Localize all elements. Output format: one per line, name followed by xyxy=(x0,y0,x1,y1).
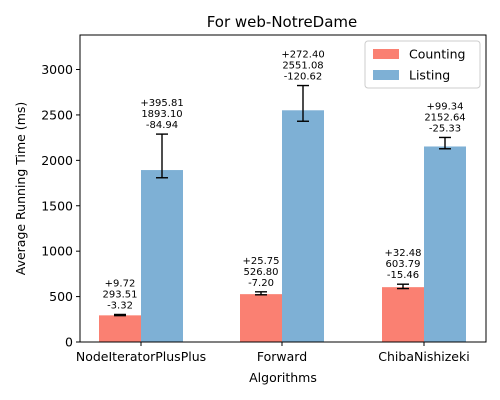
bar-annotation-listing-2-1: 2152.64 xyxy=(424,112,465,123)
bar-annotation-listing-0-0: +395.81 xyxy=(140,98,183,109)
legend-label-listing: Listing xyxy=(409,68,450,83)
x-tick-label-2: ChibaNishizeki xyxy=(378,349,469,364)
error-bars-layer xyxy=(114,84,451,317)
bar-annotation-counting-1-0: +25.75 xyxy=(242,256,279,267)
legend-label-counting: Counting xyxy=(409,47,465,62)
bar-annotation-counting-2-1: 603.79 xyxy=(386,259,421,270)
y-tick-label-5: 2500 xyxy=(41,107,73,122)
y-axis: 0 500 1000 1500 2000 2500 3000 xyxy=(41,62,80,350)
bar-annotation-listing-0-2: -84.94 xyxy=(146,120,178,131)
bar-annotation-listing-1-0: +272.40 xyxy=(281,50,324,61)
legend-swatch-listing xyxy=(373,70,399,80)
bar-annotation-listing-1-1: 2551.08 xyxy=(282,61,323,72)
bar-counting-0 xyxy=(99,315,141,342)
bar-annotation-counting-0-0: +9.72 xyxy=(105,278,136,289)
y-tick-label-3: 1500 xyxy=(41,198,73,213)
bar-annotation-counting-1-2: -7.20 xyxy=(248,278,274,289)
bar-annotation-listing-0-1: 1893.10 xyxy=(141,109,182,120)
bar-counting-2 xyxy=(382,287,424,342)
y-tick-label-2: 1000 xyxy=(41,244,73,259)
bar-listing-1 xyxy=(282,110,324,342)
bar-listing-2 xyxy=(424,146,466,342)
bar-annotation-counting-1-1: 526.80 xyxy=(244,267,279,278)
chart-title: For web-NotreDame xyxy=(207,13,358,31)
bar-annotation-counting-2-2: -15.46 xyxy=(387,270,419,281)
legend: Counting Listing xyxy=(364,40,481,89)
x-tick-label-1: Forward xyxy=(257,349,307,364)
x-axis: NodeIteratorPlusPlus Forward ChibaNishizek… xyxy=(76,342,470,364)
y-tick-label-0: 0 xyxy=(65,335,73,350)
y-axis-label: Average Running Time (ms) xyxy=(13,102,28,276)
bar-annotation-listing-2-0: +99.34 xyxy=(426,101,463,112)
x-axis-label: Algorithms xyxy=(249,370,317,385)
bar-annotation-counting-2-0: +32.48 xyxy=(384,248,421,259)
bar-listing-0 xyxy=(141,170,183,342)
bar-annotation-listing-1-2: -120.62 xyxy=(284,72,323,83)
bar-annotation-listing-2-2: -25.33 xyxy=(429,123,461,134)
plot-frame xyxy=(79,34,487,343)
bar-annotation-counting-0-1: 293.51 xyxy=(103,289,138,300)
bar-counting-1 xyxy=(240,294,282,342)
x-tick-label-0: NodeIteratorPlusPlus xyxy=(76,349,206,364)
y-tick-label-1: 500 xyxy=(49,289,73,304)
bar-annotation-counting-0-2: -3.32 xyxy=(107,300,133,311)
legend-swatch-counting xyxy=(373,49,399,59)
bars-layer xyxy=(99,110,466,342)
y-tick-label-6: 3000 xyxy=(41,62,73,77)
y-tick-label-4: 2000 xyxy=(41,153,73,168)
